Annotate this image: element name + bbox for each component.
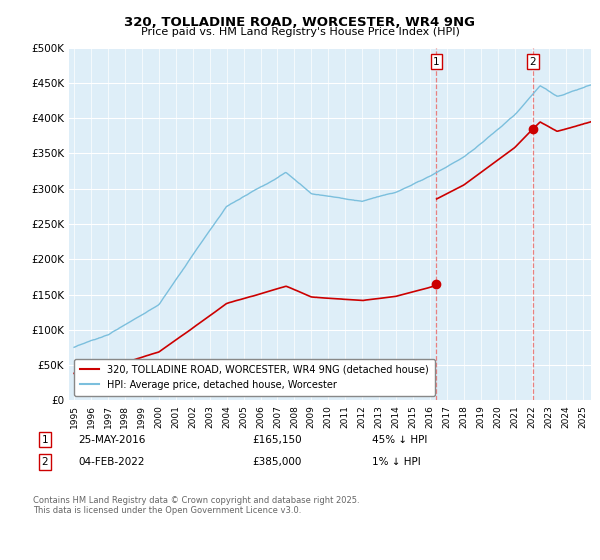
Text: 1: 1 <box>41 435 49 445</box>
Text: 45% ↓ HPI: 45% ↓ HPI <box>372 435 427 445</box>
Text: 1% ↓ HPI: 1% ↓ HPI <box>372 457 421 467</box>
Text: Contains HM Land Registry data © Crown copyright and database right 2025.
This d: Contains HM Land Registry data © Crown c… <box>33 496 359 515</box>
Text: £385,000: £385,000 <box>252 457 301 467</box>
Text: 2: 2 <box>530 57 536 67</box>
Text: 04-FEB-2022: 04-FEB-2022 <box>78 457 145 467</box>
Text: £165,150: £165,150 <box>252 435 302 445</box>
Text: 25-MAY-2016: 25-MAY-2016 <box>78 435 145 445</box>
Legend: 320, TOLLADINE ROAD, WORCESTER, WR4 9NG (detached house), HPI: Average price, de: 320, TOLLADINE ROAD, WORCESTER, WR4 9NG … <box>74 359 434 395</box>
Text: 320, TOLLADINE ROAD, WORCESTER, WR4 9NG: 320, TOLLADINE ROAD, WORCESTER, WR4 9NG <box>125 16 476 29</box>
Text: Price paid vs. HM Land Registry's House Price Index (HPI): Price paid vs. HM Land Registry's House … <box>140 27 460 37</box>
Text: 2: 2 <box>41 457 49 467</box>
Text: 1: 1 <box>433 57 440 67</box>
